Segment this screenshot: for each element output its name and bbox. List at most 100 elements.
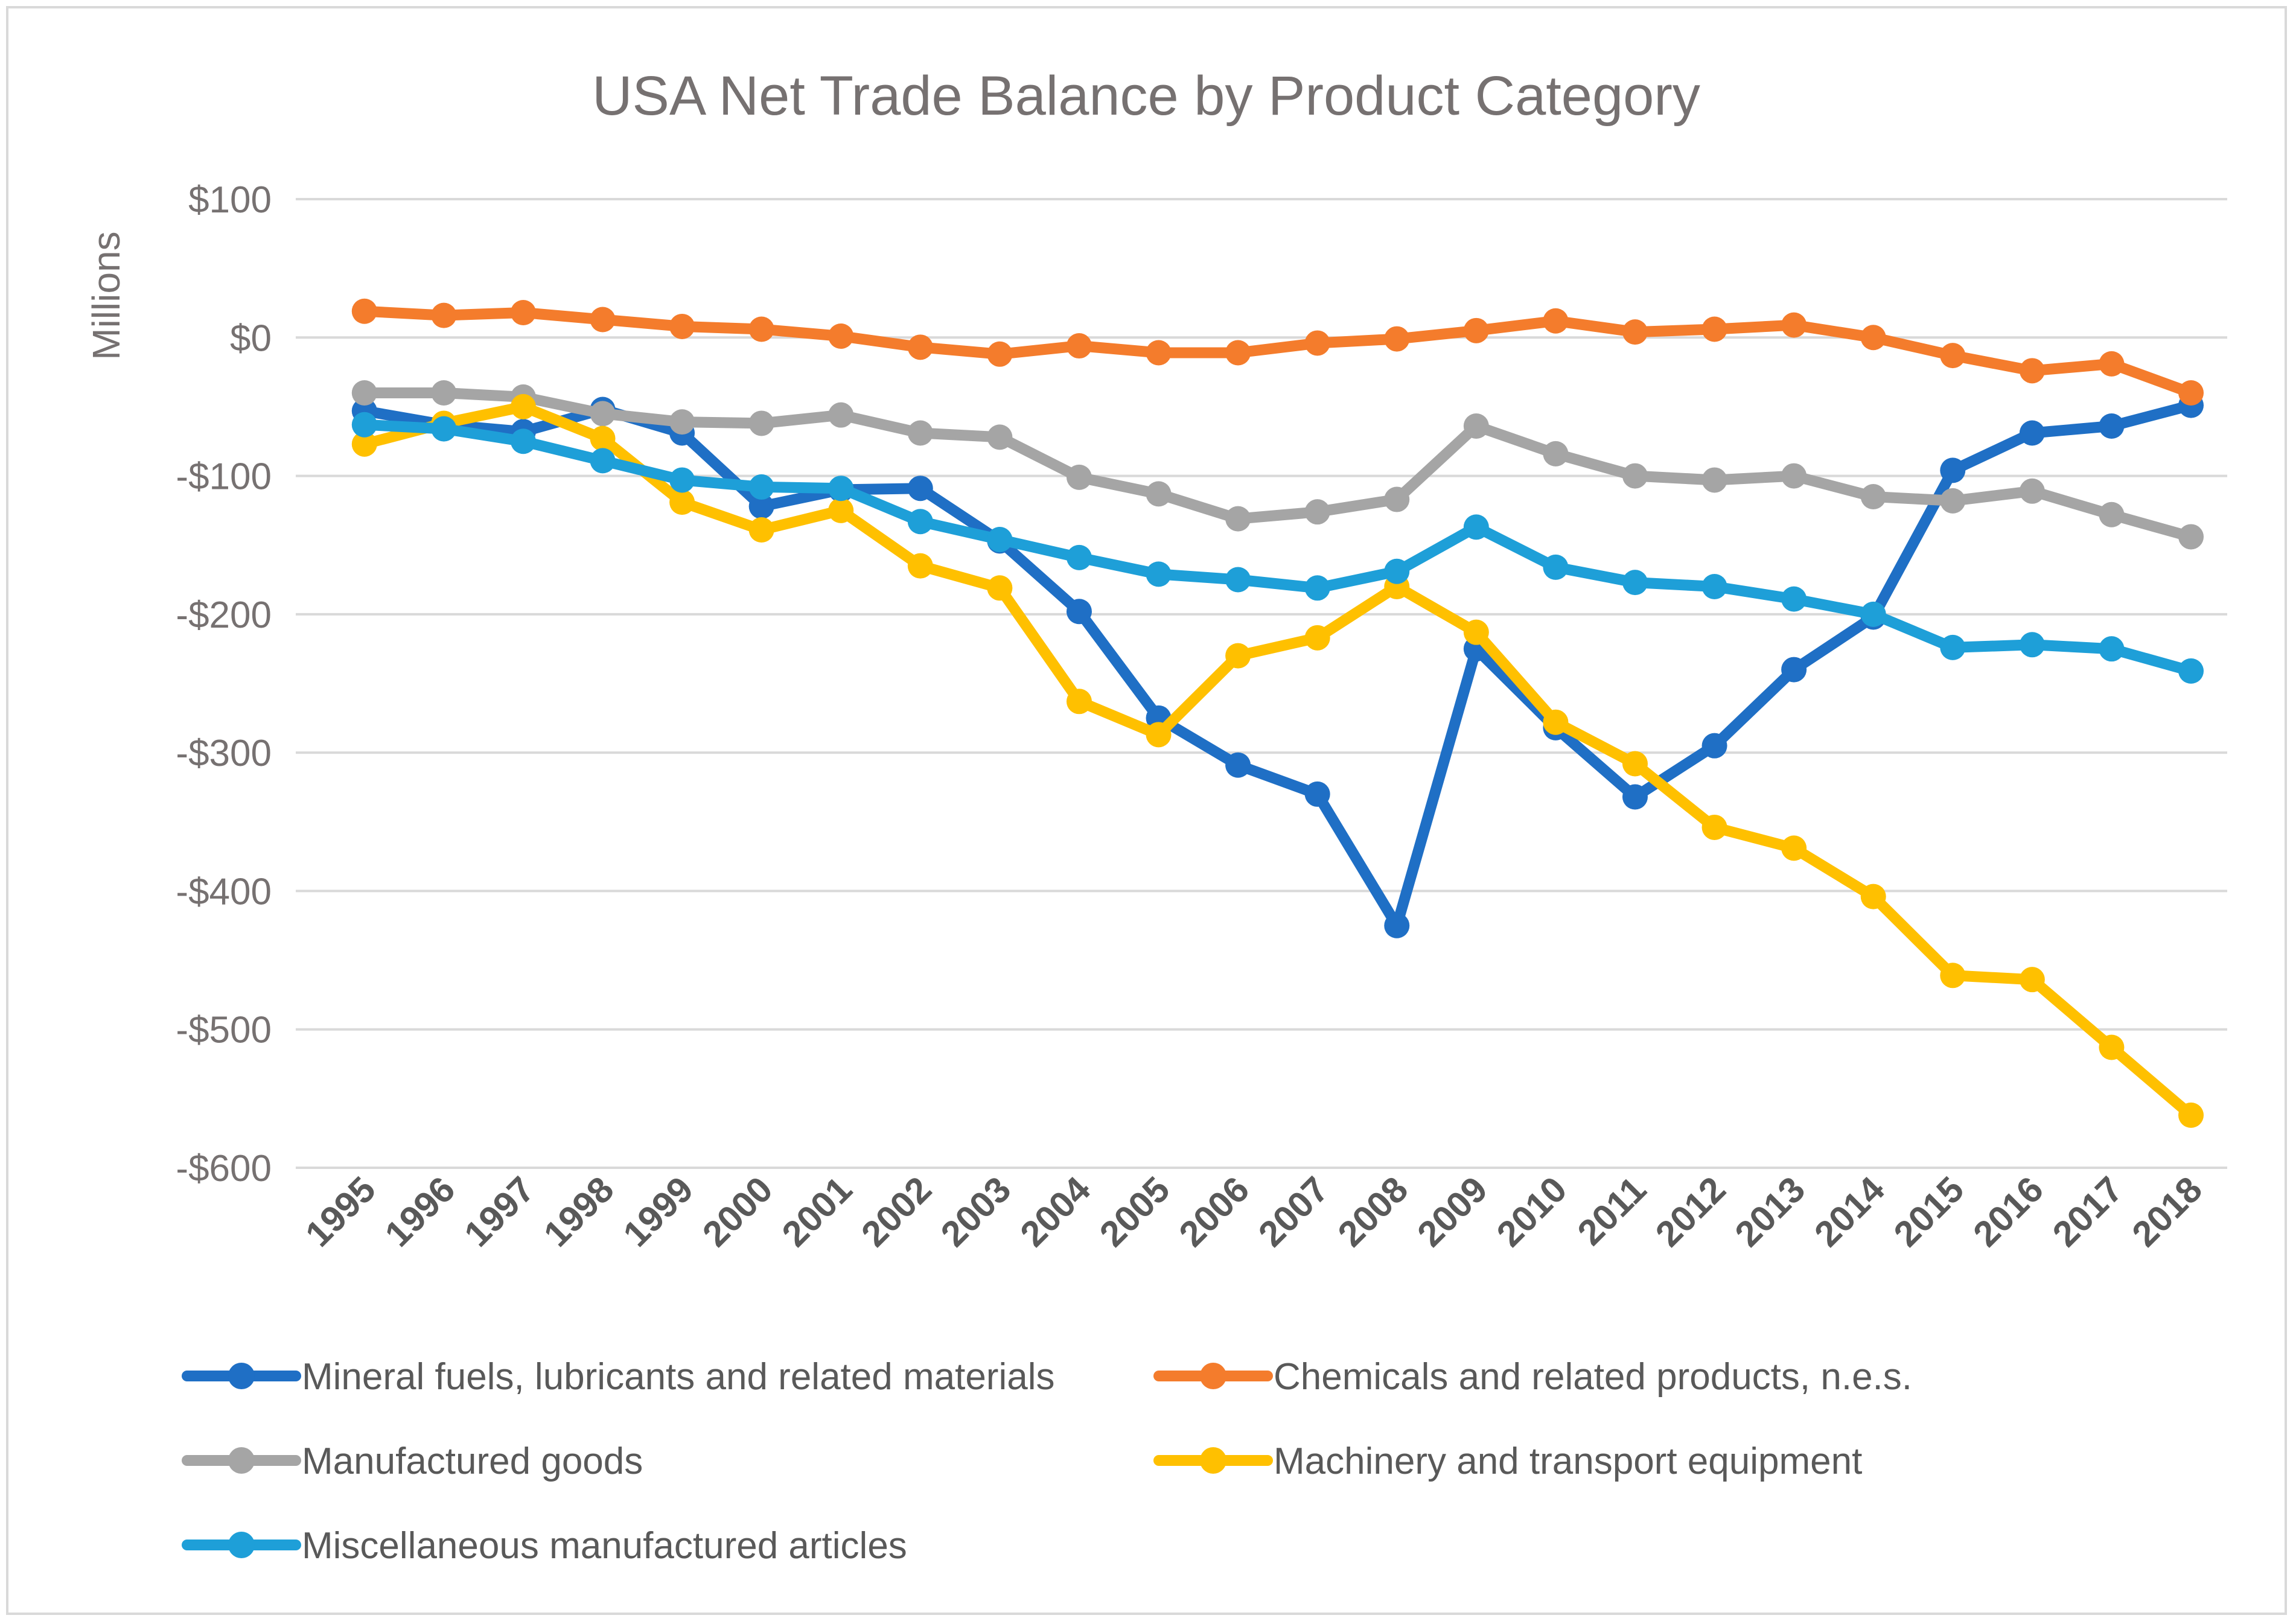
data-point	[1384, 558, 1410, 584]
data-point	[748, 494, 774, 520]
y-tick-label: -$200	[176, 594, 272, 636]
data-point	[1463, 619, 1489, 645]
data-point	[1940, 963, 1966, 989]
legend-entry: Machinery and transport equipment	[1153, 1441, 1862, 1482]
data-point	[1066, 464, 1092, 490]
data-point	[590, 425, 616, 451]
data-point	[1701, 733, 1727, 759]
data-point	[907, 553, 933, 579]
data-point	[1622, 784, 1648, 810]
data-point	[1543, 554, 1569, 580]
data-point	[590, 307, 616, 333]
data-point	[1940, 457, 1966, 483]
data-point	[1860, 483, 1886, 509]
data-point	[987, 575, 1013, 601]
data-point	[907, 509, 933, 535]
data-point	[1225, 340, 1251, 366]
data-point	[1225, 567, 1251, 593]
series-line	[359, 387, 2196, 543]
y-tick-label: -$400	[176, 871, 272, 912]
data-point	[1463, 514, 1489, 540]
series-line	[359, 305, 2196, 398]
data-point	[2019, 967, 2045, 993]
data-point	[2019, 478, 2045, 504]
data-point	[1622, 463, 1648, 489]
data-point	[431, 380, 457, 406]
data-point	[1146, 340, 1172, 366]
data-point	[1304, 499, 1330, 525]
data-point	[510, 393, 536, 419]
data-point	[1781, 312, 1807, 338]
legend-entry: Chemicals and related products, n.e.s.	[1153, 1356, 1912, 1398]
y-tick-label: -$300	[176, 733, 272, 774]
data-point	[748, 517, 774, 543]
data-point	[1304, 575, 1330, 601]
data-point	[1701, 574, 1727, 599]
data-point	[1781, 657, 1807, 683]
data-point	[987, 527, 1013, 553]
legend-swatch-marker	[1200, 1363, 1226, 1389]
legend-swatch-marker	[228, 1447, 255, 1474]
data-point	[1543, 441, 1569, 467]
legend-label: Machinery and transport equipment	[1274, 1441, 1862, 1482]
legend-label: Mineral fuels, lubricants and related ma…	[302, 1356, 1054, 1398]
data-point	[1701, 814, 1727, 840]
data-point	[669, 489, 695, 515]
data-point	[1781, 463, 1807, 489]
data-point	[828, 323, 854, 349]
series-line	[359, 419, 2196, 677]
data-point	[2099, 1034, 2125, 1060]
data-point	[351, 298, 377, 324]
data-point	[1146, 561, 1172, 587]
data-point	[1066, 689, 1092, 715]
data-point	[907, 476, 933, 502]
data-point	[590, 401, 616, 427]
data-point	[828, 497, 854, 523]
data-point	[2178, 380, 2204, 406]
data-point	[1384, 486, 1410, 512]
data-point	[669, 313, 695, 339]
data-point	[431, 302, 457, 328]
series-4	[351, 393, 2204, 1128]
y-tick-label: -$100	[176, 456, 272, 498]
data-point	[1225, 506, 1251, 532]
data-point	[2178, 658, 2204, 684]
data-point	[1225, 643, 1251, 669]
data-point	[1781, 835, 1807, 861]
data-point	[2019, 632, 2045, 658]
data-point	[2099, 351, 2125, 377]
data-point	[828, 476, 854, 502]
legend-entry: Mineral fuels, lubricants and related ma…	[182, 1356, 1054, 1398]
y-tick-label: -$500	[176, 1010, 272, 1051]
data-point	[2019, 420, 2045, 446]
data-point	[1940, 488, 1966, 514]
data-point	[2099, 502, 2125, 527]
data-point	[1304, 330, 1330, 356]
data-point	[1622, 570, 1648, 596]
data-point	[1860, 884, 1886, 909]
data-point	[2178, 524, 2204, 550]
gridlines	[296, 198, 2227, 1169]
series-2	[351, 298, 2204, 406]
data-point	[1940, 634, 1966, 660]
data-point	[431, 416, 457, 442]
data-point	[2178, 1102, 2204, 1128]
data-point	[1066, 544, 1092, 570]
data-point	[1463, 317, 1489, 343]
data-point	[1860, 325, 1886, 351]
data-point	[2099, 636, 2125, 662]
data-point	[1463, 413, 1489, 439]
data-point	[1384, 326, 1410, 352]
y-tick-label: $0	[230, 317, 272, 359]
data-point	[351, 380, 377, 406]
legend: Mineral fuels, lubricants and related ma…	[182, 1356, 1912, 1567]
series-lines	[351, 298, 2204, 1128]
data-point	[1781, 586, 1807, 612]
series-line	[359, 401, 2196, 1121]
data-point	[1543, 308, 1569, 334]
data-point	[1384, 912, 1410, 938]
data-point	[907, 334, 933, 360]
data-point	[1860, 601, 1886, 627]
